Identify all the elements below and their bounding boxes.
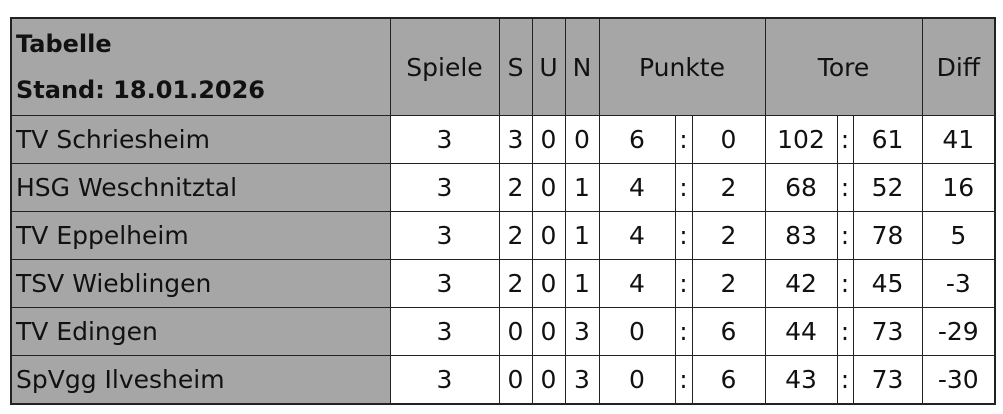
col-n: N xyxy=(564,17,600,116)
games: 3 xyxy=(389,259,500,308)
points-for: 4 xyxy=(598,211,676,260)
points-against: 6 xyxy=(691,355,766,405)
goals-for: 42 xyxy=(764,259,838,308)
col-spiele: Spiele xyxy=(389,17,500,116)
col-diff: Diff xyxy=(921,17,996,116)
games: 3 xyxy=(389,307,500,356)
goals-against: 73 xyxy=(852,307,923,356)
goals-against: 52 xyxy=(852,163,923,212)
games: 3 xyxy=(389,115,500,164)
games: 3 xyxy=(389,211,500,260)
points-against: 2 xyxy=(691,211,766,260)
points-against: 0 xyxy=(691,115,766,164)
goals-for: 102 xyxy=(764,115,838,164)
team-name: SpVgg Ilvesheim xyxy=(10,355,391,405)
points-against: 2 xyxy=(691,163,766,212)
goals-against: 61 xyxy=(852,115,923,164)
draws: 0 xyxy=(531,307,566,356)
goals-against: 78 xyxy=(852,211,923,260)
losses: 0 xyxy=(564,115,600,164)
col-tore: Tore xyxy=(764,17,923,116)
losses: 1 xyxy=(564,211,600,260)
losses: 1 xyxy=(564,259,600,308)
draws: 0 xyxy=(531,163,566,212)
table-row: TV Edingen 3 0 0 3 0:6 44:73 -29 xyxy=(10,307,996,356)
goals-separator: : xyxy=(836,115,854,164)
wins: 2 xyxy=(498,259,533,308)
header-row: Tabelle Stand: 18.01.2026 Spiele S U N P… xyxy=(10,17,996,116)
points-separator: : xyxy=(674,355,693,405)
games: 3 xyxy=(389,355,500,405)
table-title-cell: Tabelle Stand: 18.01.2026 xyxy=(10,17,391,116)
goals-for: 43 xyxy=(764,355,838,405)
goal-difference: -29 xyxy=(921,307,996,356)
points-separator: : xyxy=(674,211,693,260)
goals-separator: : xyxy=(836,211,854,260)
wins: 3 xyxy=(498,115,533,164)
points-separator: : xyxy=(674,307,693,356)
points-separator: : xyxy=(674,163,693,212)
table-title: Tabelle xyxy=(16,30,112,58)
losses: 3 xyxy=(564,307,600,356)
wins: 2 xyxy=(498,211,533,260)
goals-separator: : xyxy=(836,355,854,405)
points-for: 0 xyxy=(598,307,676,356)
col-s: S xyxy=(498,17,533,116)
wins: 0 xyxy=(498,307,533,356)
table-date: Stand: 18.01.2026 xyxy=(16,76,265,104)
table-row: TSV Wieblingen 3 2 0 1 4:2 42:45 -3 xyxy=(10,259,996,308)
goal-difference: -3 xyxy=(921,259,996,308)
table-row: TV Eppelheim 3 2 0 1 4:2 83:78 5 xyxy=(10,211,996,260)
col-punkte: Punkte xyxy=(598,17,766,116)
goal-difference: 16 xyxy=(921,163,996,212)
points-separator: : xyxy=(674,259,693,308)
team-name: TSV Wieblingen xyxy=(10,259,391,308)
goals-for: 68 xyxy=(764,163,838,212)
goals-separator: : xyxy=(836,307,854,356)
points-separator: : xyxy=(674,115,693,164)
goals-against: 45 xyxy=(852,259,923,308)
points-for: 0 xyxy=(598,355,676,405)
points-against: 2 xyxy=(691,259,766,308)
wins: 0 xyxy=(498,355,533,405)
draws: 0 xyxy=(531,115,566,164)
points-for: 4 xyxy=(598,163,676,212)
games: 3 xyxy=(389,163,500,212)
table-row: HSG Weschnitztal 3 2 0 1 4:2 68:52 16 xyxy=(10,163,996,212)
losses: 1 xyxy=(564,163,600,212)
table-row: TV Schriesheim 3 3 0 0 6:0 102:61 41 xyxy=(10,115,996,164)
goals-for: 44 xyxy=(764,307,838,356)
goal-difference: 5 xyxy=(921,211,996,260)
team-name: HSG Weschnitztal xyxy=(10,163,391,212)
col-u: U xyxy=(531,17,566,116)
goals-against: 73 xyxy=(852,355,923,405)
points-against: 6 xyxy=(691,307,766,356)
goals-separator: : xyxy=(836,163,854,212)
points-for: 4 xyxy=(598,259,676,308)
points-for: 6 xyxy=(598,115,676,164)
team-name: TV Schriesheim xyxy=(10,115,391,164)
goal-difference: 41 xyxy=(921,115,996,164)
goal-difference: -30 xyxy=(921,355,996,405)
goals-for: 83 xyxy=(764,211,838,260)
losses: 3 xyxy=(564,355,600,405)
team-name: TV Edingen xyxy=(10,307,391,356)
team-name: TV Eppelheim xyxy=(10,211,391,260)
draws: 0 xyxy=(531,259,566,308)
draws: 0 xyxy=(531,355,566,405)
draws: 0 xyxy=(531,211,566,260)
wins: 2 xyxy=(498,163,533,212)
table-row: SpVgg Ilvesheim 3 0 0 3 0:6 43:73 -30 xyxy=(10,355,996,405)
standings-table: Tabelle Stand: 18.01.2026 Spiele S U N P… xyxy=(10,17,997,405)
goals-separator: : xyxy=(836,259,854,308)
